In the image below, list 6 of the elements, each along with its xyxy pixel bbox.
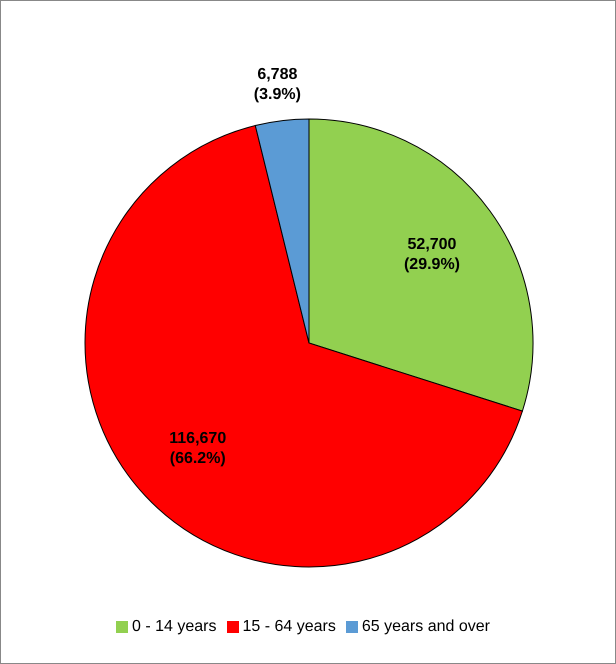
data-label: 116,670 (66.2%) [169,430,226,467]
data-label: 52,700 (29.9%) [404,236,460,273]
legend-label: 65 years and over [362,618,490,635]
legend-label: 15 - 64 years [242,618,336,635]
legend-label: 0 - 14 years [132,618,216,635]
data-label: 6,788 (3.9%) [254,65,301,102]
